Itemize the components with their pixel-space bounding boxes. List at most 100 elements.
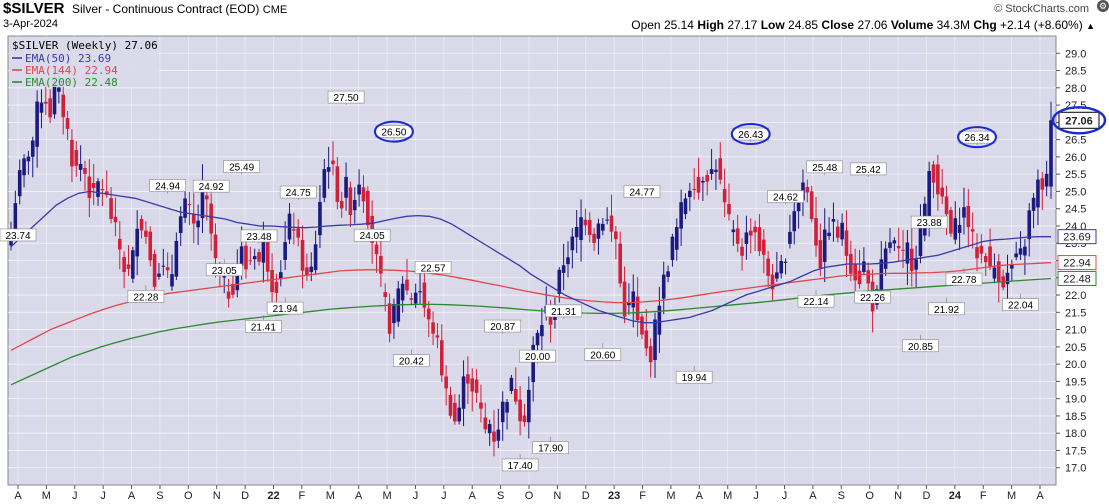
- candle-up: [570, 236, 575, 251]
- x-tick-label: F: [980, 490, 987, 502]
- candle-down: [975, 247, 979, 259]
- candle-down: [100, 189, 105, 191]
- candle-up: [392, 303, 396, 324]
- candle-up: [239, 246, 244, 266]
- candle-up: [413, 292, 418, 304]
- y-tick-label: 26.5: [1065, 135, 1086, 147]
- candle-up: [579, 217, 583, 241]
- y-tick-label: 28.5: [1065, 66, 1086, 78]
- candle-down: [809, 191, 814, 220]
- annotation-box: [192, 179, 230, 193]
- x-tick-label: O: [525, 490, 534, 502]
- candle-down: [244, 245, 248, 270]
- candle-up: [779, 261, 784, 274]
- candle-down: [339, 201, 344, 209]
- candle-up: [783, 261, 788, 263]
- x-tick-label: M: [42, 490, 51, 502]
- candle-down: [213, 234, 218, 259]
- candle-up: [157, 273, 161, 277]
- candle-down: [70, 139, 74, 167]
- x-tick-label: M: [382, 490, 391, 502]
- annotation-box: [353, 228, 391, 242]
- x-tick-label: N: [553, 490, 561, 502]
- annotation-box: [584, 348, 622, 361]
- annotation-label: 25.49: [229, 162, 254, 173]
- x-tick-label: A: [14, 490, 22, 502]
- candle-up: [796, 196, 801, 212]
- candle-down: [435, 335, 440, 338]
- candle-up: [670, 236, 675, 261]
- candle-down: [970, 229, 975, 232]
- candle-down: [296, 228, 300, 238]
- candle-up: [540, 325, 544, 337]
- x-tick-label: M: [666, 490, 675, 502]
- candle-down: [48, 98, 52, 118]
- candle-down: [931, 164, 936, 183]
- annotation-box: [223, 160, 260, 173]
- candle-down: [139, 218, 144, 231]
- y-tick-label: 20.0: [1065, 359, 1086, 371]
- candle-down: [949, 210, 953, 234]
- candle-down: [126, 264, 131, 269]
- annotation-label: 19.94: [682, 373, 707, 384]
- candle-up: [566, 257, 570, 265]
- candle-up: [183, 198, 187, 218]
- y-tick-label: 21.5: [1065, 307, 1086, 319]
- annotation-label: 22.14: [804, 297, 829, 308]
- change-label: Chg: [973, 18, 997, 32]
- annotation-label: 20.42: [399, 357, 424, 368]
- candle-down: [117, 238, 122, 250]
- candle-up: [1036, 179, 1040, 208]
- candle-up: [561, 265, 566, 273]
- candle-down: [74, 150, 79, 166]
- legend-entry: EMA(50) 23.69: [25, 52, 111, 65]
- settings-icon[interactable]: ⚙: [1097, 0, 1109, 12]
- x-tick-label: O: [865, 490, 874, 502]
- close-value: 27.06: [857, 18, 888, 32]
- candle-down: [587, 219, 592, 236]
- candle-up: [792, 211, 797, 232]
- annotation-label: 25.48: [812, 163, 837, 174]
- candle-down: [766, 258, 770, 276]
- candle-up: [600, 223, 605, 231]
- candle-down: [466, 374, 470, 384]
- ema50-line: [10, 190, 1051, 324]
- candle-down: [818, 240, 823, 269]
- candle-down: [614, 231, 618, 240]
- annotation-box: [0, 228, 37, 242]
- candle-down: [148, 231, 153, 261]
- x-tick-label: D: [582, 490, 590, 502]
- candle-up: [953, 218, 958, 240]
- candle-up: [527, 389, 531, 423]
- x-tick-label: J: [100, 490, 106, 502]
- grid-lines: [8, 36, 1060, 489]
- candle-down: [727, 203, 731, 215]
- candle-up: [661, 274, 666, 299]
- candle-down: [191, 214, 196, 224]
- y-tick-label: 27.5: [1065, 100, 1086, 112]
- candle-down: [431, 322, 435, 334]
- annotation-label: 21.94: [273, 304, 298, 315]
- candle-up: [822, 229, 827, 262]
- candle-down: [983, 256, 988, 263]
- candle-up: [653, 319, 657, 360]
- x-tick-label: 22: [267, 490, 279, 502]
- candle-down: [361, 187, 366, 202]
- candle-down: [996, 261, 1001, 282]
- annotation-box: [675, 370, 713, 384]
- candle-up: [827, 232, 831, 237]
- symbol-description: Silver - Continuous Contract (EOD) CME: [72, 2, 287, 16]
- candle-up: [1023, 246, 1027, 256]
- candle-down: [770, 274, 775, 290]
- chart-header: $SILVER Silver - Continuous Contract (EO…: [0, 0, 1109, 36]
- annotation-box: [501, 458, 539, 472]
- annotation-box: [767, 190, 804, 203]
- annotation-label: 21.41: [251, 322, 276, 333]
- symbol-title: $SILVER: [3, 0, 65, 17]
- candle-down: [757, 227, 762, 252]
- candle-down: [87, 176, 92, 199]
- candle-up: [57, 87, 61, 92]
- candle-up: [1018, 248, 1023, 255]
- x-tick-label: J: [441, 490, 447, 502]
